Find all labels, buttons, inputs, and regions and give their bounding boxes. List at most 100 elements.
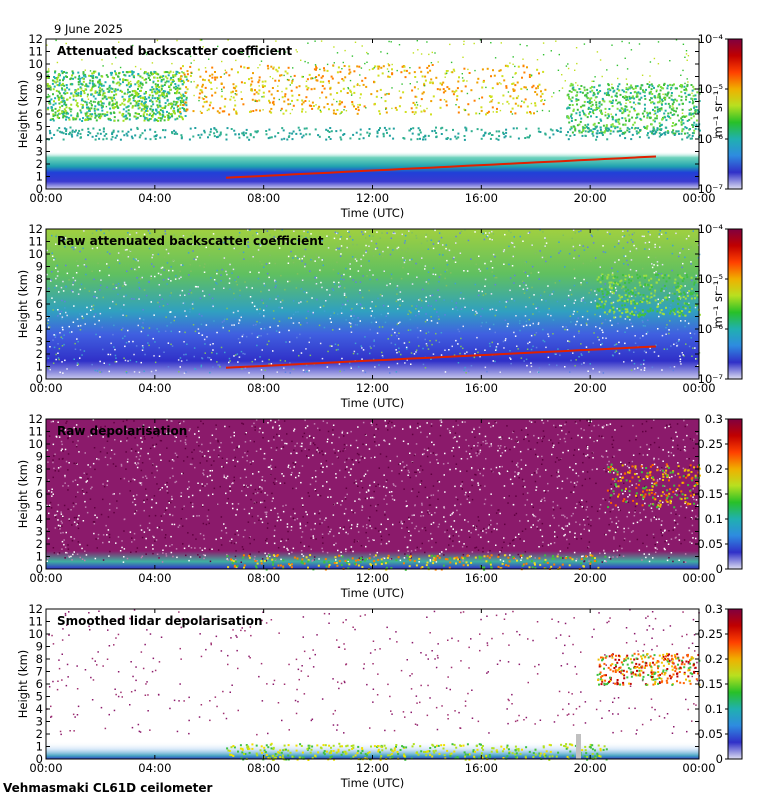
instrument-label: Vehmasmaki CL61D ceilometer (3, 781, 213, 795)
y-tick-label: 0 (36, 752, 43, 766)
y-tick-label: 0 (36, 562, 43, 576)
colorbar-tick-label: 0.3 (705, 602, 723, 616)
x-tick-label: 04:00 (138, 761, 171, 775)
colorbar-tick-label: 0.15 (697, 487, 723, 501)
colorbar-tick-label: 0.2 (705, 652, 723, 666)
x-tick-label: 16:00 (465, 191, 498, 205)
colorbar-tick-label: 0.25 (697, 437, 723, 451)
x-tick-label: 12:00 (356, 761, 389, 775)
y-tick-label: 2 (36, 157, 43, 171)
y-axis-label: Height (km) (16, 650, 30, 719)
y-tick-label: 11 (28, 45, 43, 59)
y-tick-label: 7 (36, 285, 43, 299)
x-tick-label: 16:00 (465, 381, 498, 395)
panel-1: Attenuated backscatter coefficient012345… (16, 32, 743, 220)
y-axis-label: Height (km) (16, 270, 30, 339)
panel-title: Attenuated backscatter coefficient (57, 44, 292, 58)
y-tick-label: 7 (36, 665, 43, 679)
y-tick-label: 11 (28, 235, 43, 249)
colorbar: 10⁻⁷ 10⁻⁶ 10⁻⁵ 10⁻⁴ m⁻¹ sr⁻¹ (698, 32, 743, 196)
colorbar-tick-label: 10⁻⁴ (698, 222, 724, 236)
x-axis-label: Time (UTC) (340, 206, 405, 220)
x-axis-label: Time (UTC) (340, 396, 405, 410)
y-tick-label: 8 (36, 272, 43, 286)
y-tick-label: 6 (36, 297, 43, 311)
y-tick-label: 7 (36, 475, 43, 489)
y-tick-label: 1 (36, 550, 43, 564)
y-tick-label: 4 (36, 322, 43, 336)
x-tick-label: 08:00 (247, 571, 280, 585)
colorbar-tick-label: 0.1 (705, 702, 723, 716)
colorbar-tick-label: 0.2 (705, 462, 723, 476)
y-tick-label: 4 (36, 512, 43, 526)
colorbar-unit-label: m⁻¹ sr⁻¹ (711, 281, 725, 328)
colorbar-tick-label: 10⁻⁶ (698, 322, 724, 336)
colorbar-tick-label: 10⁻⁷ (698, 372, 724, 386)
y-tick-label: 6 (36, 107, 43, 121)
y-tick-label: 2 (36, 537, 43, 551)
y-tick-label: 9 (36, 260, 43, 274)
x-tick-label: 00:00 (682, 191, 715, 205)
colorbar-tick-label: 0.1 (705, 512, 723, 526)
y-tick-label: 12 (28, 412, 43, 426)
y-tick-label: 3 (36, 145, 43, 159)
colorbar-tick-label: 0.15 (697, 677, 723, 691)
y-tick-label: 2 (36, 727, 43, 741)
y-tick-label: 1 (36, 170, 43, 184)
x-tick-label: 00:00 (29, 381, 62, 395)
colorbar-tick-label: 10⁻⁵ (698, 82, 724, 96)
x-tick-label: 00:00 (682, 571, 715, 585)
x-tick-label: 16:00 (465, 571, 498, 585)
x-tick-label: 20:00 (574, 571, 607, 585)
y-tick-label: 6 (36, 487, 43, 501)
x-tick-label: 12:00 (356, 381, 389, 395)
colorbar: 0 0.05 0.1 0.15 0.2 0.25 0.3 (697, 412, 743, 576)
colorbar-tick-label: 0.3 (705, 412, 723, 426)
x-tick-label: 20:00 (574, 191, 607, 205)
y-tick-label: 5 (36, 500, 43, 514)
colorbar: 0 0.05 0.1 0.15 0.2 0.25 0.3 (697, 602, 743, 766)
colorbar-tick-label: 0 (716, 562, 723, 576)
date-label: 9 June 2025 (54, 22, 123, 36)
colorbar-unit-label: m⁻¹ sr⁻¹ (711, 91, 725, 138)
x-tick-label: 00:00 (29, 761, 62, 775)
y-axis-label: Height (km) (16, 460, 30, 529)
panel-2: Raw attenuated backscatter coefficient01… (16, 222, 743, 410)
y-tick-label: 12 (28, 222, 43, 236)
y-tick-label: 1 (36, 360, 43, 374)
x-tick-label: 16:00 (465, 761, 498, 775)
x-tick-label: 04:00 (138, 571, 171, 585)
y-tick-label: 11 (28, 425, 43, 439)
x-tick-label: 08:00 (247, 191, 280, 205)
y-tick-label: 12 (28, 32, 43, 46)
y-tick-label: 10 (28, 627, 43, 641)
y-tick-label: 11 (28, 615, 43, 629)
y-tick-label: 10 (28, 247, 43, 261)
x-tick-label: 00:00 (29, 191, 62, 205)
x-axis-label: Time (UTC) (340, 776, 405, 790)
y-tick-label: 4 (36, 702, 43, 716)
colorbar-tick-label: 10⁻⁷ (698, 182, 724, 196)
panel-title: Smoothed lidar depolarisation (57, 614, 263, 628)
x-tick-label: 20:00 (574, 381, 607, 395)
x-axis-label: Time (UTC) (340, 586, 405, 600)
y-tick-label: 10 (28, 437, 43, 451)
heatmap-field (46, 419, 701, 571)
y-tick-label: 0 (36, 372, 43, 386)
x-tick-label: 08:00 (247, 381, 280, 395)
x-tick-label: 08:00 (247, 761, 280, 775)
y-tick-label: 3 (36, 715, 43, 729)
x-tick-label: 04:00 (138, 191, 171, 205)
y-tick-label: 3 (36, 525, 43, 539)
x-tick-label: 12:00 (356, 191, 389, 205)
x-tick-label: 00:00 (682, 381, 715, 395)
colorbar: 10⁻⁷ 10⁻⁶ 10⁻⁵ 10⁻⁴ m⁻¹ sr⁻¹ (698, 222, 743, 386)
colorbar-tick-label: 10⁻⁴ (698, 32, 724, 46)
colorbar-tick-label: 10⁻⁶ (698, 132, 724, 146)
heatmap-field (46, 39, 701, 189)
x-tick-label: 00:00 (682, 761, 715, 775)
y-tick-label: 1 (36, 740, 43, 754)
